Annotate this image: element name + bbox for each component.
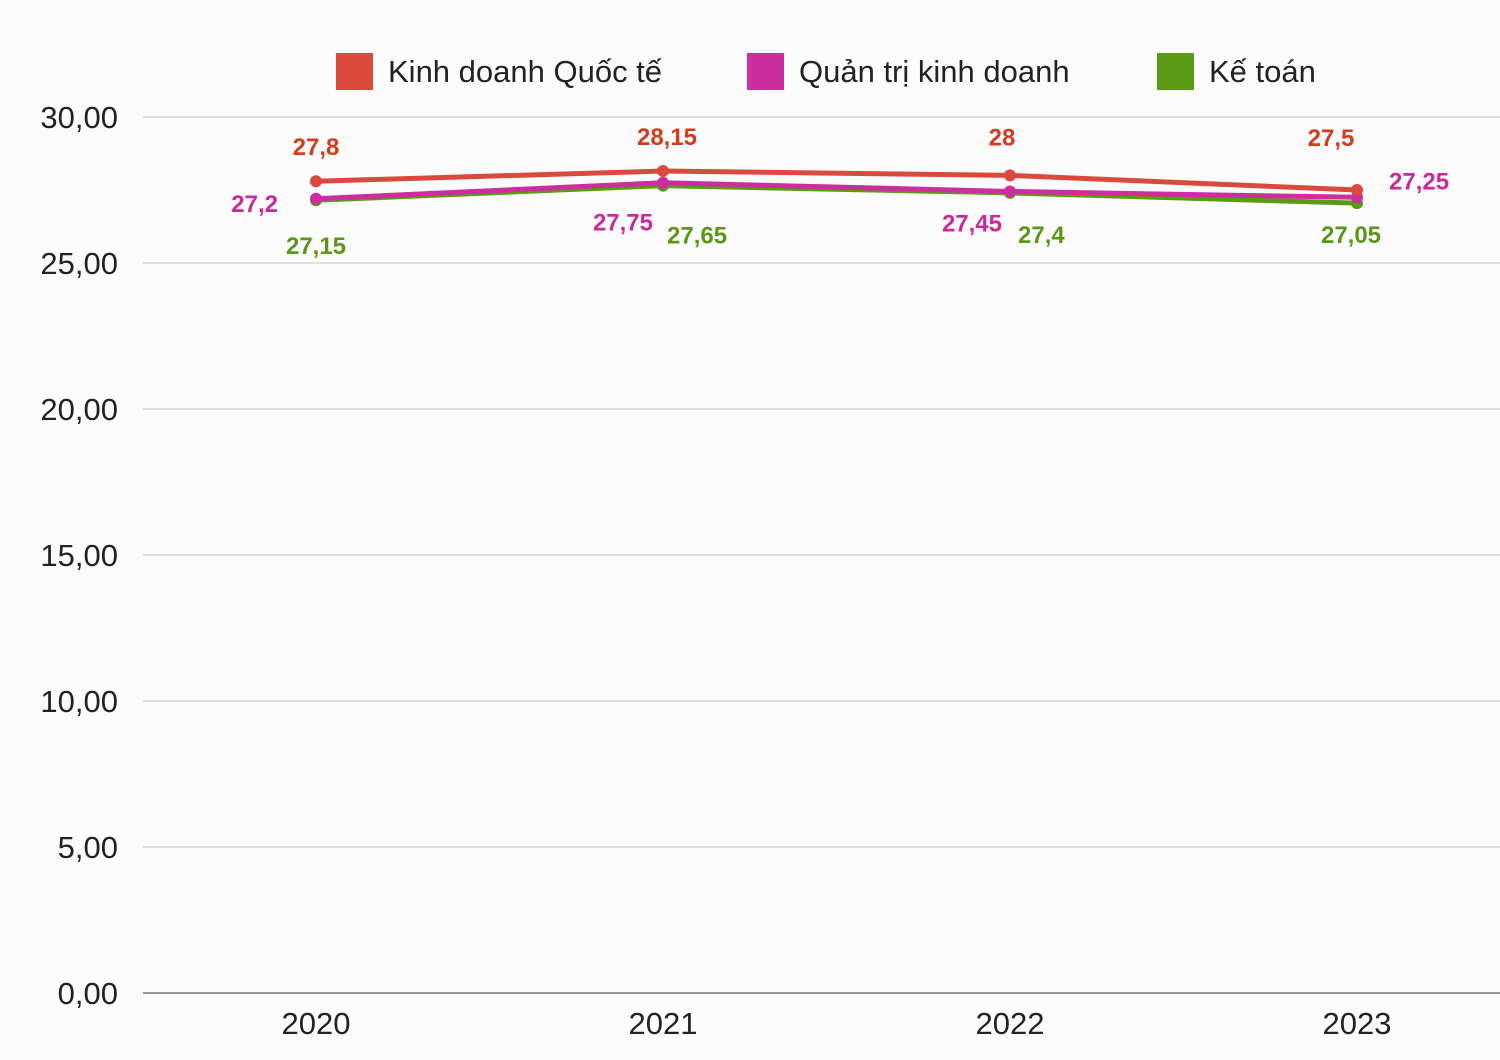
x-tick-label: 2023 — [1323, 1006, 1392, 1041]
legend: Kinh doanh Quốc tế Quản trị kinh doanh Kế … — [336, 53, 1316, 90]
legend-swatch — [747, 53, 784, 90]
legend-swatch — [1157, 53, 1194, 90]
data-point — [657, 165, 669, 178]
data-point — [1004, 169, 1016, 182]
x-tick-label: 2021 — [629, 1006, 698, 1041]
y-tick-label: 10,00 — [40, 684, 118, 719]
series-line — [313, 180, 1360, 202]
y-tick-label: 20,00 — [40, 392, 118, 427]
data-point — [1351, 184, 1363, 196]
data-label: 28 — [989, 124, 1016, 151]
data-label: 27,5 — [1308, 125, 1355, 152]
legend-label: Quản trị kinh doanh — [799, 54, 1070, 89]
y-axis: 0,00 5,00 10,00 15,00 20,00 25,00 30,00 — [40, 100, 118, 1011]
data-point — [310, 192, 322, 205]
data-point — [657, 176, 669, 189]
y-tick-label: 5,00 — [58, 830, 118, 865]
data-label: 27,25 — [1389, 168, 1449, 195]
y-tick-label: 30,00 — [40, 100, 118, 135]
y-tick-label: 15,00 — [40, 538, 118, 573]
data-label: 27,45 — [942, 210, 1002, 237]
data-label: 27,8 — [293, 134, 340, 161]
data-label: 27,65 — [667, 223, 727, 250]
data-label: 27,4 — [1018, 222, 1065, 249]
data-label: 27,75 — [593, 210, 653, 237]
data-label: 27,15 — [286, 233, 346, 260]
legend-label: Kinh doanh Quốc tế — [388, 54, 662, 89]
grid-lines — [143, 116, 1500, 994]
data-point — [1004, 185, 1016, 198]
data-point — [310, 175, 322, 188]
data-labels: 27,8 28,15 28 27,5 27,2 27,75 27,45 27,25 27,15 2… — [231, 124, 1449, 260]
series-lines — [310, 165, 1363, 210]
data-label: 27,05 — [1321, 222, 1381, 249]
legend-label: Kế toán — [1209, 54, 1316, 89]
data-label: 28,15 — [637, 124, 697, 151]
x-tick-label: 2022 — [976, 1006, 1045, 1041]
x-axis: 2020 2021 2022 2023 — [282, 1006, 1392, 1041]
x-tick-label: 2020 — [282, 1006, 351, 1041]
y-tick-label: 25,00 — [40, 246, 118, 281]
data-label: 27,2 — [231, 191, 278, 218]
legend-swatch — [336, 53, 373, 90]
y-tick-label: 0,00 — [58, 976, 118, 1011]
series-line — [313, 168, 1360, 193]
